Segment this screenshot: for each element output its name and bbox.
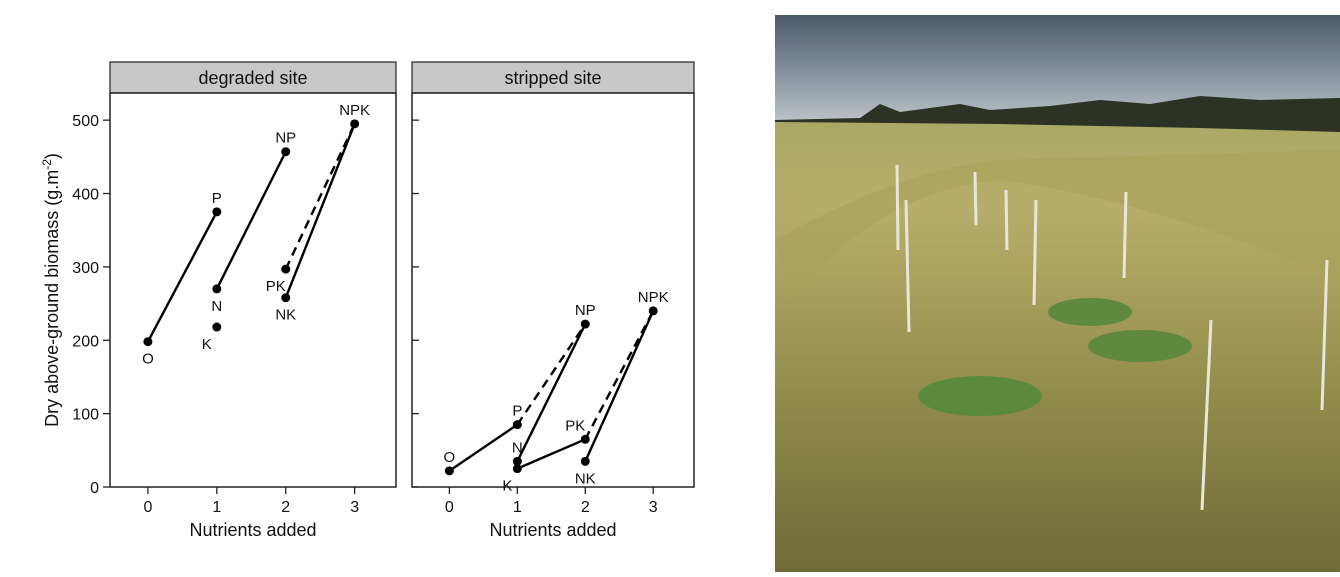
link: [146, 211, 218, 343]
point: [281, 264, 291, 274]
stakes: [895, 164, 1329, 511]
point-label: NPK: [339, 102, 370, 119]
link: [516, 438, 586, 470]
point-label: K: [202, 336, 212, 353]
point-label: N: [512, 439, 523, 456]
y-axis-label-part: -2: [40, 159, 54, 170]
plot: [918, 376, 1042, 416]
point: [212, 284, 222, 294]
point: [580, 456, 590, 466]
point-label: P: [212, 190, 222, 207]
point-label: O: [444, 449, 456, 466]
point: [444, 466, 454, 476]
y-tick-label: 0: [90, 480, 99, 497]
link: [584, 310, 655, 440]
link: [516, 323, 587, 462]
y-axis-label-part: ): [42, 153, 62, 159]
point: [512, 464, 522, 474]
point: [512, 456, 522, 466]
point: [212, 322, 222, 332]
y-tick-label: 500: [72, 113, 99, 130]
point: [281, 147, 291, 157]
y-tick-label: 300: [72, 260, 99, 277]
y-axis-label: Dry above-ground biomass (g.m-2): [40, 153, 62, 427]
point: [212, 207, 222, 217]
point-label: PK: [565, 417, 585, 434]
x-tick-label: 2: [581, 499, 590, 516]
strip: [411, 61, 695, 94]
photo: [775, 15, 1340, 572]
point-label: NP: [575, 302, 596, 319]
link: [215, 151, 287, 290]
y-tick-label: 100: [72, 407, 99, 424]
point: [580, 434, 590, 444]
x-axis-label: Nutrients added: [489, 520, 616, 540]
point: [648, 306, 658, 316]
point-label: K: [502, 478, 512, 495]
panel-title: degraded site: [198, 68, 307, 88]
plot: [1048, 298, 1132, 326]
plot-frame: [109, 92, 397, 488]
link: [584, 310, 655, 462]
point-label: P: [512, 403, 522, 420]
link: [284, 123, 356, 270]
x-tick-label: 0: [445, 499, 454, 516]
x-tick-label: 0: [143, 499, 152, 516]
point: [143, 337, 153, 347]
point: [350, 119, 360, 129]
x-tick-label: 3: [350, 499, 359, 516]
x-tick-label: 3: [649, 499, 658, 516]
y-axis-label-part: Dry above-ground biomass (g.m: [42, 170, 62, 427]
y-tick-label: 200: [72, 333, 99, 350]
x-tick-label: 2: [281, 499, 290, 516]
point-label: NPK: [638, 289, 669, 306]
x-axis-label: Nutrients added: [189, 520, 316, 540]
point-label: O: [142, 351, 154, 368]
point-label: N: [211, 298, 222, 315]
point-label: NK: [275, 307, 296, 324]
treeline: [775, 96, 1340, 132]
x-tick-label: 1: [212, 499, 221, 516]
link: [284, 123, 356, 299]
point: [580, 319, 590, 329]
point: [512, 420, 522, 430]
strip: [775, 150, 1340, 300]
plot-frame: [411, 92, 695, 488]
link: [448, 423, 519, 472]
plot: [1088, 330, 1192, 362]
x-tick-label: 1: [513, 499, 522, 516]
link: [516, 323, 587, 426]
point: [281, 293, 291, 303]
point-label: NP: [275, 130, 296, 147]
panel-title: stripped site: [504, 68, 601, 88]
y-tick-label: 400: [72, 187, 99, 204]
point-label: NK: [575, 470, 596, 487]
point-label: PK: [266, 278, 286, 295]
